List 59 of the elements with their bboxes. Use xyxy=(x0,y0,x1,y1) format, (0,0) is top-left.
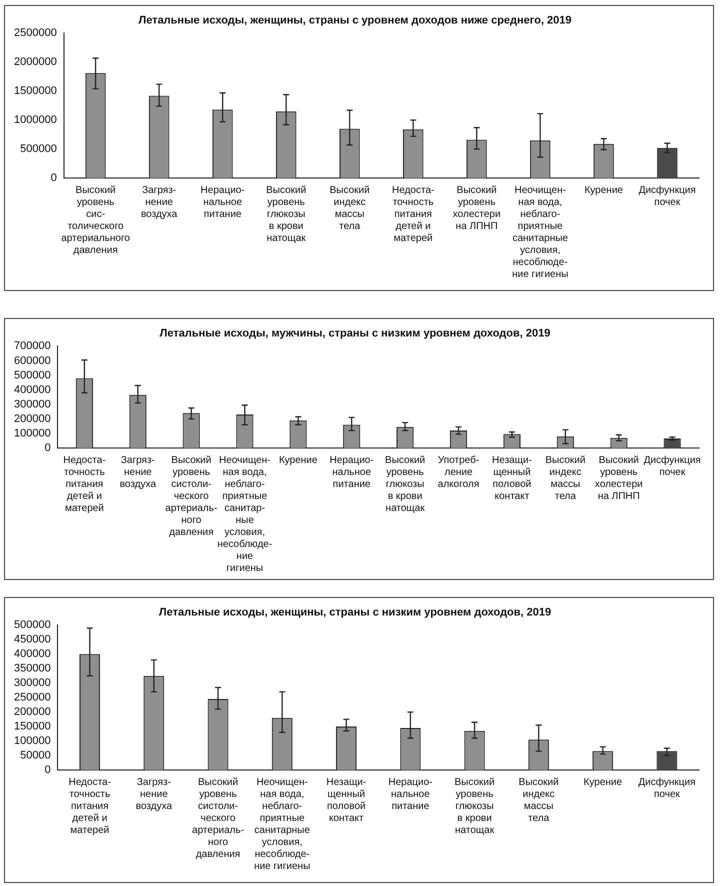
x-tick-label: Незащи- щенный половой контакт xyxy=(326,776,366,824)
x-tick-label: Курение xyxy=(584,184,624,196)
y-tick-label: 200000 xyxy=(14,706,51,718)
y-tick-label: 0 xyxy=(50,172,57,184)
x-tick-label: Нерацио- нальное питание xyxy=(388,776,432,812)
y-tick-label: 50000 xyxy=(20,750,51,762)
y-tick-label: 500000 xyxy=(14,619,51,632)
y-tick-label: 500000 xyxy=(14,369,51,382)
x-tick-label: Высокий индекс массы тела xyxy=(330,184,370,232)
chart-title: Летальные исходы, женщины, страны с уровнем доходов ниже среднего, 2019 xyxy=(138,14,572,27)
y-tick-label: 0 xyxy=(44,764,51,776)
x-tick-label: Незащи- щенный половой контакт xyxy=(492,454,532,502)
y-tick-label: 700000 xyxy=(14,340,51,352)
y-tick-label: 500000 xyxy=(20,143,57,156)
x-tick-label: Высокий уровень систоли- ческого артериаль- ного давления xyxy=(192,776,244,860)
y-tick-label: 450000 xyxy=(14,634,51,646)
x-tick-label: Недоста- точность питания детей и матерей xyxy=(68,776,111,836)
category-label: Неочищен- ная вода, неблаго- приятные санитар- ные условия, несоблюде- ние гигиены xyxy=(217,454,272,574)
y-tick-label: 1000000 xyxy=(14,114,57,126)
x-tick-label: Употреб- ление алкоголя xyxy=(438,454,480,490)
y-tick-label: 200000 xyxy=(14,412,51,425)
y-tick-label: 100000 xyxy=(14,427,51,440)
x-tick-label: Загряз- нение воздуха xyxy=(140,184,178,220)
x-tick-label: Неочищен- ная вода, неблаго- приятные санитарные условия, несоблюде- ние гигиены xyxy=(254,776,310,872)
y-tick-label: 400000 xyxy=(14,384,51,396)
y-tick-label: 2500000 xyxy=(14,27,57,40)
x-tick-label: Высокий индекс массы тела xyxy=(545,454,586,502)
x-tick-label: Высокий уровень холестери на ЛПНП xyxy=(452,184,501,232)
x-tick-label: Дисфункция почек xyxy=(638,776,696,800)
x-tick-label: Загряз- нение воздуха xyxy=(120,454,156,490)
y-tick-label: 600000 xyxy=(14,354,51,367)
y-tick-label: 350000 xyxy=(14,662,51,675)
x-tick-label: Курение xyxy=(584,776,622,788)
x-tick-label: Высокий уровень глюкозы в крови натощак xyxy=(454,776,495,836)
x-tick-label: Неочищен- ная вода, неблаго- приятные санитарные условия, несоблюде- ние гигиены xyxy=(512,184,568,280)
y-tick-label: 0 xyxy=(44,442,51,454)
x-tick-label: Высокий уровень сис- толического артериального давления xyxy=(61,184,130,256)
x-tick-label: Недоста- точность питания детей и матерей xyxy=(63,454,106,514)
y-tick-label: 300000 xyxy=(14,677,51,690)
x-tick-label: Высокий уровень глюкозы в крови натощак xyxy=(266,184,306,244)
y-tick-label: 300000 xyxy=(14,398,51,410)
x-tick-label: Нерацио- нальное питание xyxy=(330,454,374,490)
y-tick-label: 1500000 xyxy=(14,85,57,98)
chart-title: Летальные исходы, мужчины, страны с низким уровнем доходов, 2019 xyxy=(160,328,550,340)
y-tick-label: 150000 xyxy=(14,720,51,733)
x-tick-label: Недоста- точность питания детей и матерей xyxy=(392,184,434,244)
x-tick-label: Высокий уровень глюкозы в крови натощак xyxy=(385,454,426,514)
chart-title: Летальные исходы, женщины, страны с низким уровнем доходов, 2019 xyxy=(158,606,552,619)
x-tick-label: Дисфункция почек xyxy=(644,454,701,478)
x-tick-label: Нерацио- нальное питание xyxy=(200,184,245,220)
y-tick-label: 250000 xyxy=(14,692,51,704)
y-tick-label: 100000 xyxy=(14,735,51,748)
x-tick-label: Дисфункция почек xyxy=(638,184,696,208)
y-tick-label: 400000 xyxy=(14,648,51,660)
x-tick-label: Высокий индекс массы тела xyxy=(518,776,559,824)
x-tick-label: Курение xyxy=(278,454,318,466)
y-tick-label: 2000000 xyxy=(14,56,57,68)
x-tick-label: Высокий уровень холестери на ЛПНП xyxy=(594,454,643,502)
x-tick-label: Загряз- нение воздуха xyxy=(136,776,172,812)
